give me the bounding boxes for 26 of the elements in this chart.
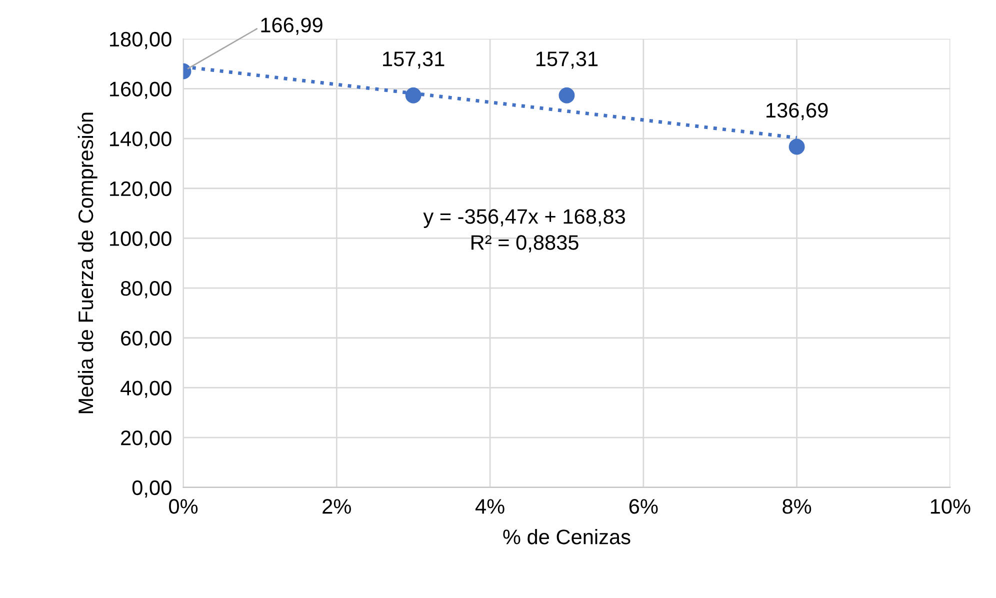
x-tick-label: 10%	[930, 499, 970, 514]
y-tick-label: 120,00	[110, 181, 172, 199]
annotation: y = -356,47x + 168,83	[423, 209, 625, 228]
y-tick-label: 80,00	[120, 281, 172, 298]
y-tick-label: 100,00	[110, 231, 172, 248]
y-tick-label: 20,00	[121, 430, 172, 448]
x-tick-label: 8%	[782, 499, 812, 514]
y-tick-label: 160,00	[110, 82, 172, 99]
x-tick-label: 4%	[475, 499, 504, 514]
y-tick-label: 0,00	[132, 480, 172, 498]
y-tick-label: 140,00	[110, 132, 172, 149]
x-tick-label: 6%	[629, 499, 658, 514]
x-tick-label: 0%	[169, 499, 198, 514]
y-tick-label: 180,00	[110, 32, 172, 50]
data-label: 136,69	[766, 102, 828, 120]
x-tick-label: 2%	[322, 499, 351, 514]
point	[558, 87, 575, 104]
x-axis-title: % de Cenizas	[503, 529, 630, 544]
point	[788, 138, 805, 155]
y-tick-label: 60,00	[121, 330, 172, 348]
data-label: 157,31	[383, 52, 444, 69]
data-label: 166,99	[261, 18, 322, 35]
y-axis-title: Media de Fuerza de Compresión	[78, 112, 98, 414]
y-tick-label: 40,00	[120, 380, 172, 398]
annotation: R² = 0,8835	[472, 235, 578, 252]
data-label: 157,31	[536, 52, 598, 69]
